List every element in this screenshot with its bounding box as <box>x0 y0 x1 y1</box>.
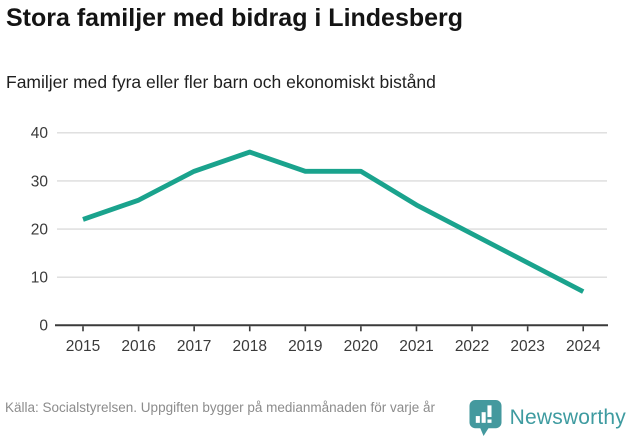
x-tick-label: 2017 <box>177 338 211 355</box>
page-title: Stora familjer med bidrag i Lindesberg <box>6 4 464 32</box>
source-note: Källa: Socialstyrelsen. Uppgiften bygger… <box>5 400 435 415</box>
brand-name: Newsworthy <box>509 406 626 429</box>
y-tick-label: 40 <box>31 125 49 142</box>
y-tick-label: 0 <box>39 318 48 335</box>
x-tick-label: 2024 <box>566 338 601 355</box>
x-tick-label: 2021 <box>399 338 433 355</box>
x-tick-label: 2020 <box>344 338 379 355</box>
x-tick-label: 2016 <box>121 338 155 355</box>
x-tick-label: 2015 <box>66 338 100 355</box>
chart-subtitle: Familjer med fyra eller fler barn och ek… <box>6 72 436 92</box>
newsworthy-logo: Newsworthy <box>469 399 626 437</box>
x-tick-label: 2018 <box>232 338 266 355</box>
line-chart: 0 10 20 30 40 2015 2016 2017 2018 2019 2020 2021 202… <box>0 112 631 372</box>
y-tick-label: 30 <box>31 173 49 190</box>
chart-canvas: 0 10 20 30 40 2015 2016 2017 2018 2019 2020 2021 202… <box>31 125 608 355</box>
x-tick-label: 2019 <box>288 338 322 355</box>
y-tick-label: 10 <box>31 270 49 287</box>
x-tick-label: 2023 <box>510 338 544 355</box>
y-tick-label: 20 <box>31 221 49 238</box>
x-tick-label: 2022 <box>455 338 489 355</box>
newsworthy-bubble-icon <box>469 400 502 436</box>
trend-line <box>82 149 585 294</box>
